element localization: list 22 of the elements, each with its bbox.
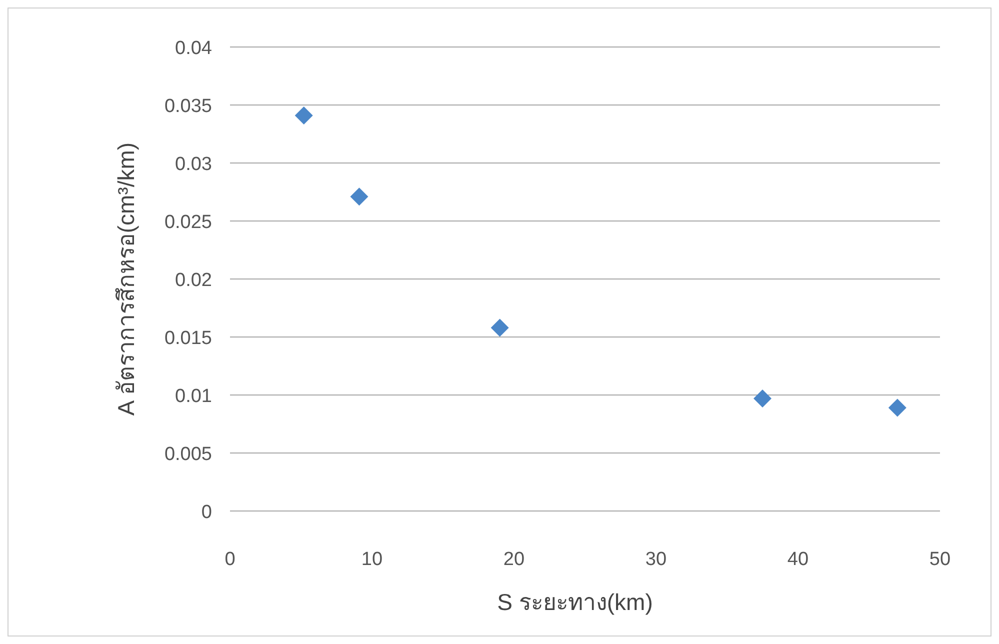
y-tick-label: 0.03 [175, 154, 212, 175]
y-tick-label: 0.015 [164, 328, 212, 349]
x-tick-label: 30 [645, 549, 667, 570]
y-tick-label: 0 [201, 502, 212, 523]
x-tick-label: 0 [224, 549, 236, 570]
x-tick-label: 10 [361, 549, 383, 570]
y-tick-label: 0.01 [175, 386, 212, 407]
y-axis-title: A อัตราการสึกหรอ(cm³/km) [113, 142, 139, 416]
y-tick-label: 0.035 [164, 96, 212, 117]
point [888, 398, 906, 417]
y-tick-label: 0.02 [175, 270, 212, 291]
point [754, 389, 772, 408]
y-tick-label: 0.04 [175, 38, 212, 59]
x-tick-label: 40 [787, 549, 809, 570]
y-tick-label: 0.025 [164, 212, 212, 233]
y-tick-label: 0.005 [164, 444, 212, 465]
point [294, 106, 313, 124]
x-tick-label: 50 [929, 549, 951, 570]
point [490, 318, 509, 337]
point [350, 188, 368, 206]
x-axis-title: S ระยะทาง(km) [497, 589, 653, 615]
x-tick-label: 20 [503, 549, 525, 570]
